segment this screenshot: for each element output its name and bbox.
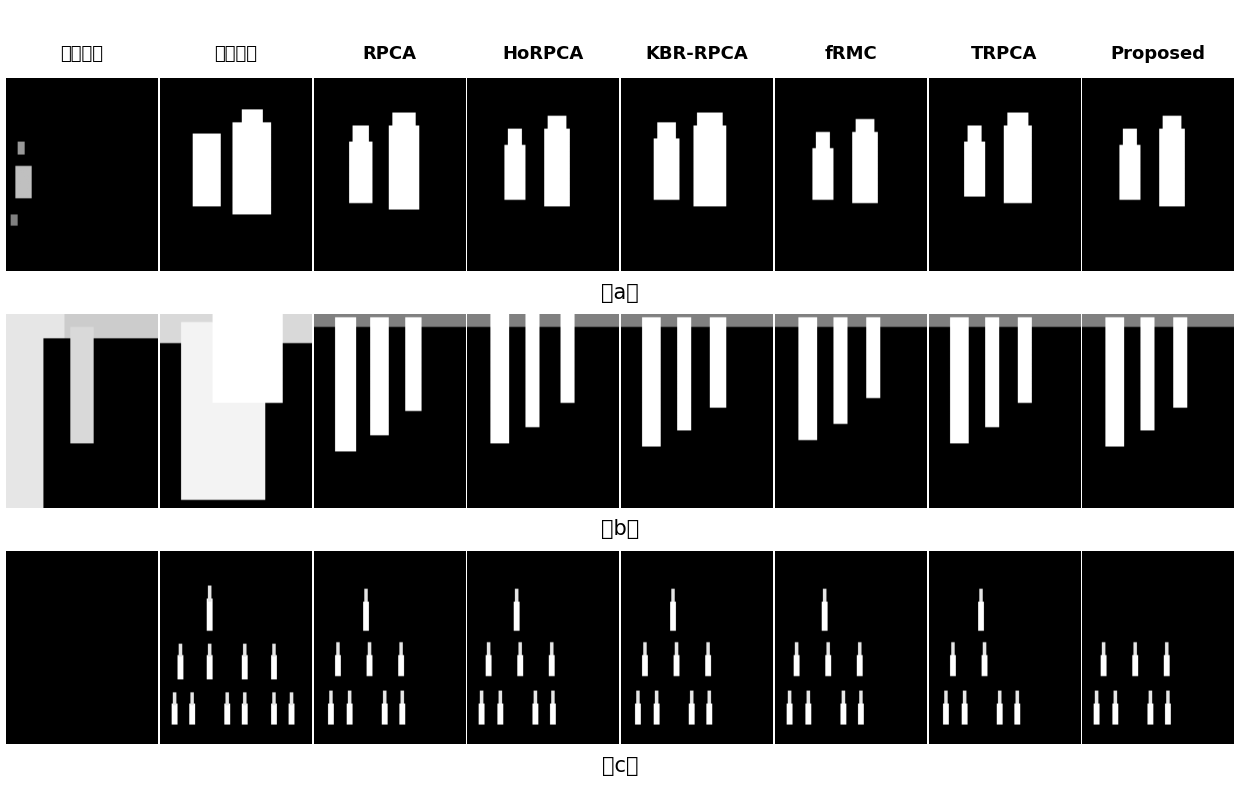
Text: KBR-RPCA: KBR-RPCA <box>646 45 748 63</box>
Text: （a）: （a） <box>601 283 639 303</box>
Text: RPCA: RPCA <box>362 45 417 63</box>
Text: HoRPCA: HoRPCA <box>502 45 584 63</box>
Text: 真实图像: 真实图像 <box>215 45 257 63</box>
Text: 原始图像: 原始图像 <box>61 45 103 63</box>
Text: （b）: （b） <box>601 520 639 539</box>
Text: （c）: （c） <box>601 756 639 776</box>
Text: fRMC: fRMC <box>825 45 877 63</box>
Text: TRPCA: TRPCA <box>971 45 1038 63</box>
Text: Proposed: Proposed <box>1111 45 1205 63</box>
